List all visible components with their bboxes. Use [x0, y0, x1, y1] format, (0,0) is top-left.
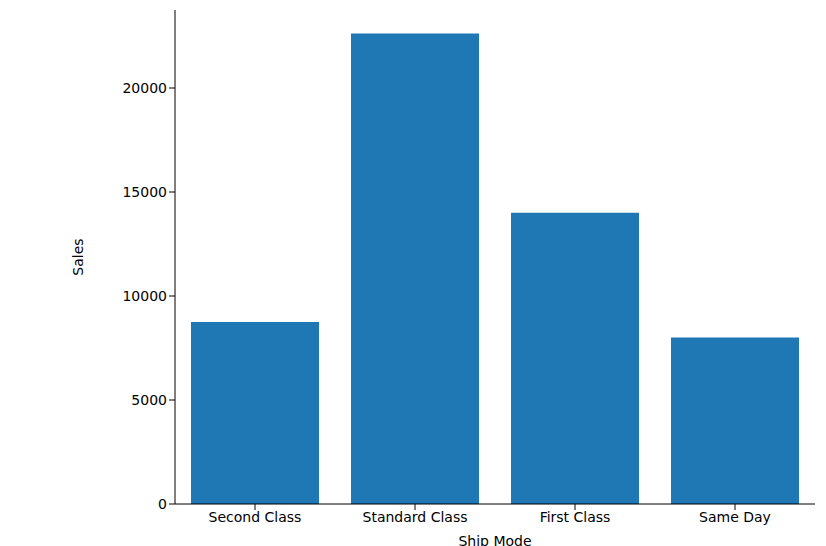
- svg-text:First Class: First Class: [540, 509, 611, 525]
- svg-text:5000: 5000: [131, 392, 167, 408]
- svg-text:0: 0: [158, 496, 167, 512]
- svg-text:Same Day: Same Day: [699, 509, 771, 525]
- svg-text:Standard Class: Standard Class: [363, 509, 468, 525]
- svg-text:Second Class: Second Class: [209, 509, 302, 525]
- svg-text:Ship Mode: Ship Mode: [458, 533, 531, 546]
- svg-text:15000: 15000: [122, 184, 167, 200]
- svg-text:Sales: Sales: [70, 238, 86, 275]
- svg-text:10000: 10000: [122, 288, 167, 304]
- svg-text:20000: 20000: [122, 80, 167, 96]
